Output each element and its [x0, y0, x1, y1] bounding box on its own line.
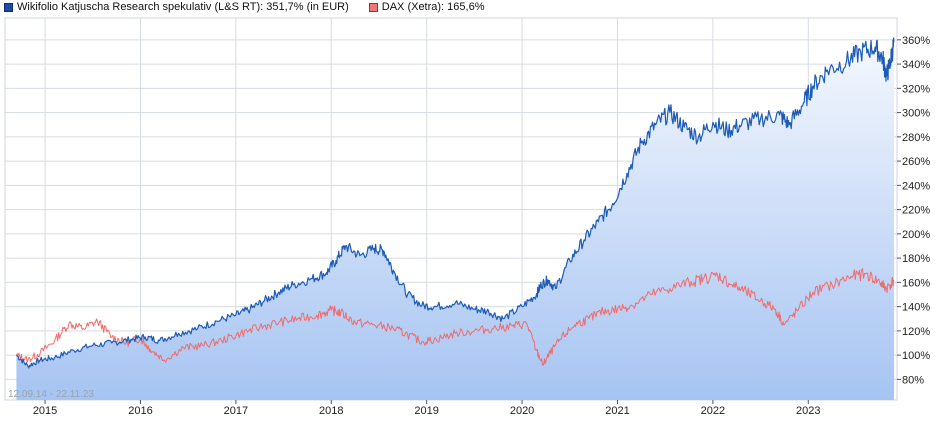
- x-tick-label: 2021: [605, 405, 629, 417]
- legend-item-wikifolio[interactable]: Wikifolio Katjuscha Research spekulativ …: [4, 1, 349, 13]
- y-tick-label: 180%: [902, 253, 930, 265]
- y-tick-label: 300%: [902, 108, 930, 120]
- wikifolio-area-fill: [16, 38, 895, 400]
- y-tick-label: 280%: [902, 132, 930, 144]
- y-tick-label: 100%: [902, 350, 930, 362]
- x-tick-label: 2020: [510, 405, 534, 417]
- legend-swatch-dax: [368, 2, 378, 12]
- y-tick-label: 120%: [902, 326, 930, 338]
- wikifolio-series-line: [15, 37, 895, 369]
- x-tick-label: 2022: [701, 405, 725, 417]
- dax-series-line: [15, 268, 895, 366]
- chart-legend: Wikifolio Katjuscha Research spekulativ …: [4, 0, 504, 14]
- y-tick-label: 160%: [902, 277, 930, 289]
- x-tick-label: 2015: [33, 405, 57, 417]
- y-tick-label: 80%: [902, 374, 924, 386]
- legend-item-dax[interactable]: DAX (Xetra): 165,6%: [368, 1, 485, 13]
- x-tick-label: 2019: [414, 405, 438, 417]
- legend-label-wikifolio: Wikifolio Katjuscha Research spekulativ …: [17, 1, 349, 13]
- x-axis-ticks: 2015 2016 2017 2018 2019 2020 2021 2022 2023: [33, 400, 821, 417]
- y-axis-ticks: 80% 100% 120% 140% 160% 180% 200% 220% 240% 260% 2…: [897, 35, 930, 386]
- date-range-label: 12.09.14 - 22.11.23: [8, 389, 94, 400]
- y-tick-label: 340%: [902, 59, 930, 71]
- legend-swatch-wikifolio: [4, 2, 13, 12]
- y-tick-label: 200%: [902, 229, 930, 241]
- y-tick-label: 220%: [902, 205, 930, 217]
- y-tick-label: 240%: [902, 180, 930, 192]
- y-tick-label: 320%: [902, 83, 930, 95]
- x-tick-label: 2023: [796, 405, 820, 417]
- x-tick-label: 2017: [224, 405, 248, 417]
- x-tick-label: 2016: [128, 405, 152, 417]
- y-tick-label: 260%: [902, 156, 930, 168]
- x-tick-label: 2018: [319, 405, 343, 417]
- y-tick-label: 140%: [902, 302, 930, 314]
- legend-label-dax: DAX (Xetra): 165,6%: [381, 1, 485, 13]
- y-tick-label: 360%: [902, 35, 930, 47]
